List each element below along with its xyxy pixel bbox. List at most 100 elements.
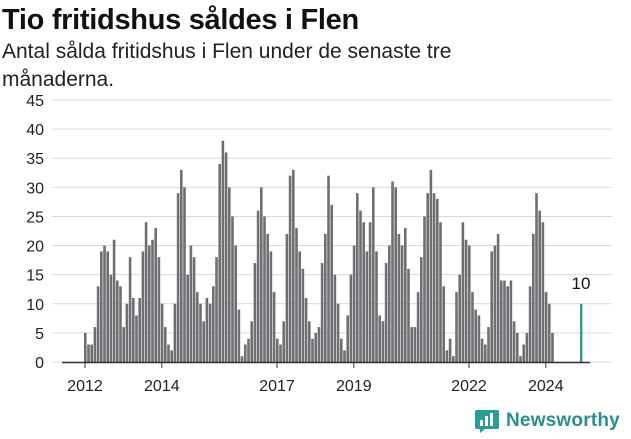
bar (100, 251, 103, 362)
bar (436, 198, 439, 362)
bar (279, 344, 282, 362)
bar (176, 193, 180, 362)
bar (224, 152, 228, 362)
bar (445, 350, 449, 362)
bar (263, 216, 266, 362)
bar (407, 268, 410, 362)
bar (509, 280, 513, 362)
bar (116, 280, 119, 362)
bar (522, 344, 525, 362)
bar (525, 332, 529, 362)
bar (400, 245, 404, 362)
bar (119, 286, 122, 362)
bar (215, 257, 218, 362)
bar (212, 286, 215, 362)
bar (548, 303, 551, 362)
bar (228, 187, 231, 362)
bar (506, 286, 509, 362)
bar (349, 274, 353, 362)
bar (167, 344, 170, 362)
bar (429, 169, 433, 362)
bar (426, 193, 429, 362)
y-tick-label: 40 (26, 122, 44, 139)
bar (192, 257, 196, 362)
bar (269, 251, 273, 362)
bar (404, 228, 407, 362)
bar (500, 280, 503, 362)
bar (493, 245, 497, 362)
bar (317, 327, 321, 362)
bar (144, 222, 148, 362)
bar-chart-icon (475, 410, 499, 433)
y-tick-label: 0 (35, 355, 44, 372)
bar (474, 309, 477, 362)
bar (186, 274, 189, 362)
bar (330, 204, 333, 362)
bar (468, 245, 471, 362)
bar (308, 321, 311, 362)
bar (154, 228, 157, 362)
bar (93, 327, 97, 362)
y-tick-label: 5 (35, 326, 44, 343)
bar (109, 274, 113, 362)
bar (471, 292, 474, 362)
bar (208, 303, 212, 362)
bar (128, 257, 132, 362)
bar (356, 193, 359, 362)
bar (253, 263, 257, 362)
bar (106, 251, 109, 362)
bar (138, 297, 141, 362)
newsworthy-logo[interactable]: Newsworthy (474, 408, 620, 434)
bar (432, 193, 436, 362)
y-tick-label: 15 (26, 268, 44, 285)
bar (218, 164, 221, 362)
bar (375, 251, 378, 362)
bar (151, 239, 154, 362)
bars (84, 140, 583, 362)
bar (260, 187, 263, 362)
y-axis-ticks: 0 5 10 15 20 25 30 35 40 45 (26, 93, 44, 372)
bar (183, 187, 186, 362)
bar (490, 251, 493, 362)
bar (528, 286, 532, 362)
bar (442, 286, 445, 362)
bar (480, 338, 484, 362)
bar (448, 338, 452, 362)
bar (340, 338, 343, 362)
bar (477, 315, 481, 362)
bar (541, 222, 545, 362)
bar (464, 239, 468, 362)
bar (333, 274, 337, 362)
bar (327, 175, 330, 362)
bar (132, 297, 135, 362)
bar (282, 321, 285, 362)
bar (84, 332, 87, 362)
bar (96, 286, 100, 362)
bar (125, 303, 129, 362)
bar (538, 210, 541, 362)
bar (301, 268, 305, 362)
bar (439, 222, 442, 362)
x-axis-ticks: 2012 2014 2017 2019 2022 2024 (62, 361, 590, 395)
bar (90, 344, 93, 362)
bar (410, 327, 413, 362)
x-tick-label: 2024 (528, 378, 564, 395)
bar (532, 233, 535, 362)
bar (519, 356, 522, 362)
y-tick-label: 30 (26, 180, 44, 197)
bar (311, 338, 314, 362)
bar (122, 327, 125, 362)
bar (381, 321, 385, 362)
bar (551, 332, 554, 362)
bar (324, 233, 327, 362)
bar (285, 233, 289, 362)
bar (266, 233, 269, 362)
bar (372, 187, 375, 362)
bar (103, 245, 106, 362)
bar-latest (580, 303, 583, 362)
bar (221, 140, 225, 362)
bar (378, 315, 381, 362)
bar (391, 181, 394, 362)
bar (343, 350, 346, 362)
